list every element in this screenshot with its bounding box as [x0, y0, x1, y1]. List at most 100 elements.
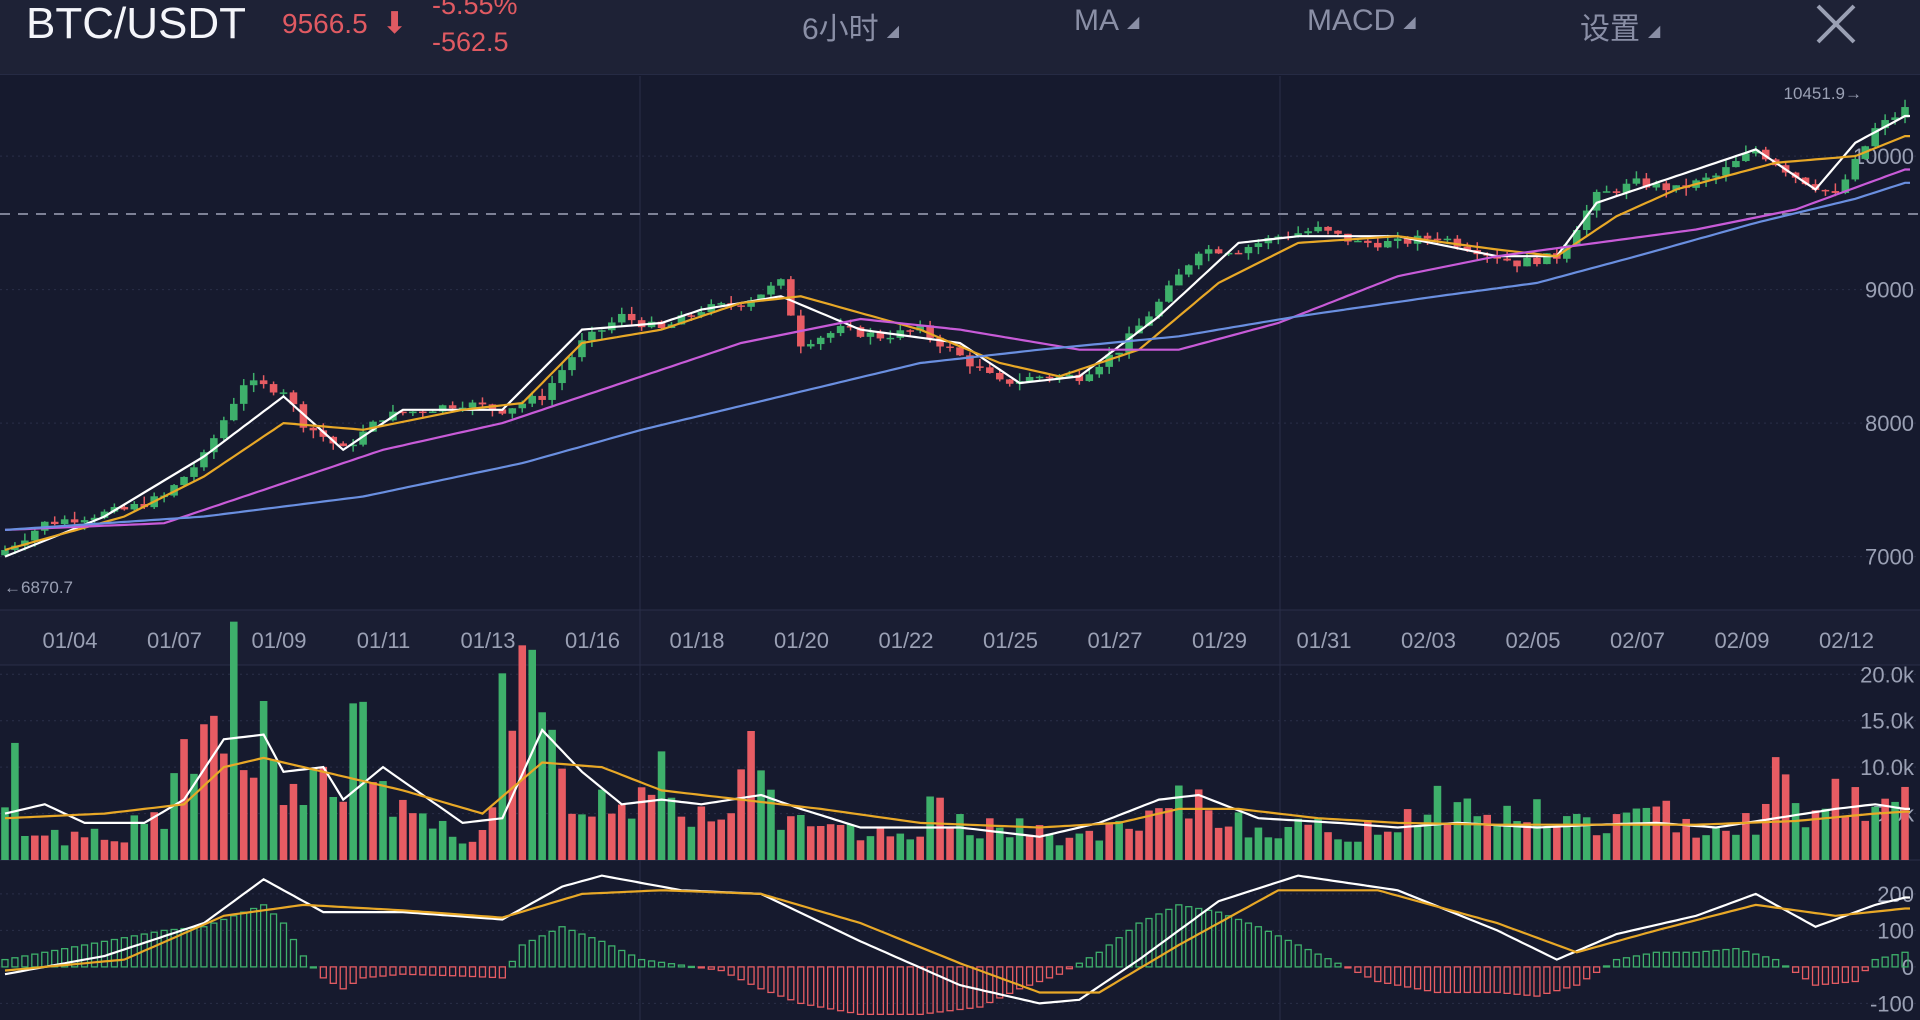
macd-dif-line	[4, 874, 1910, 1005]
macd-histogram-bar	[568, 929, 576, 968]
candle-body	[100, 511, 109, 518]
macd-histogram-bar	[1175, 904, 1183, 968]
candle-body	[1523, 257, 1531, 267]
volume-bar	[986, 818, 994, 860]
macd-histogram-bar	[1384, 966, 1392, 984]
macd-histogram-bar	[1752, 953, 1760, 968]
volume-bar	[1761, 803, 1770, 860]
low-price-marker: ←6870.7	[4, 578, 73, 597]
macd-histogram-bar	[41, 951, 49, 968]
interval-dropdown[interactable]: 6小时 ◢	[802, 4, 899, 48]
candle-body	[757, 294, 765, 301]
macd-histogram-bar	[1055, 966, 1064, 975]
volume-bar	[1284, 826, 1293, 860]
macd-histogram-bar	[1095, 951, 1103, 968]
volume-bar	[598, 789, 606, 860]
macd-histogram-bar	[707, 966, 715, 970]
candle-body	[239, 385, 248, 404]
macd-histogram-bar	[349, 966, 357, 984]
volume-bar	[1582, 817, 1591, 860]
macd-histogram-bar	[916, 966, 924, 1016]
candle-body	[1642, 178, 1651, 188]
volume-bar	[906, 839, 915, 860]
candle-body	[687, 315, 696, 317]
candle-body	[1831, 191, 1840, 193]
volume-bar	[1891, 801, 1899, 860]
macd-histogram-bar	[1612, 958, 1621, 968]
macd-histogram-bar	[70, 946, 79, 968]
macd-histogram-bar	[1702, 950, 1710, 968]
volume-bar	[548, 729, 556, 860]
volume-bar	[1622, 812, 1631, 860]
macd-histogram-bar	[309, 966, 317, 969]
macd-histogram-bar	[1652, 951, 1660, 968]
volume-bar	[1194, 789, 1203, 860]
volume-bar	[1702, 835, 1710, 860]
candle-body	[1194, 253, 1203, 266]
macd-histogram-bar	[1284, 939, 1292, 968]
volume-bar	[1722, 830, 1730, 860]
candle-body	[130, 503, 139, 510]
macd-histogram-bar	[1105, 944, 1113, 968]
candle-body	[528, 395, 536, 404]
candle-body	[1423, 235, 1432, 239]
ma-line-1	[4, 114, 1910, 558]
candle-body	[826, 333, 835, 338]
volume-bar	[1523, 822, 1531, 860]
volume-bar	[856, 840, 865, 860]
ma-dropdown[interactable]: MA ◢	[1074, 4, 1139, 38]
close-icon[interactable]	[1812, 0, 1860, 48]
macd-histogram-bar	[130, 935, 138, 968]
volume-bar	[110, 841, 119, 860]
candle-body	[1672, 185, 1681, 191]
volume-bar	[259, 700, 268, 860]
candle-body	[866, 332, 875, 337]
volume-bar	[1304, 824, 1312, 860]
volume-bar	[1354, 841, 1362, 860]
macd-histogram-bar	[1205, 909, 1213, 968]
trading-pair[interactable]: BTC/USDT	[26, 0, 246, 48]
settings-dropdown[interactable]: 设置 ◢	[1580, 4, 1660, 48]
x-tick-label: 01/09	[251, 628, 306, 653]
volume-bar	[1871, 806, 1879, 860]
volume-bar	[1105, 824, 1113, 860]
macd-histogram-bar	[299, 955, 308, 968]
candle-body	[508, 408, 517, 414]
macd-histogram-bar	[100, 940, 109, 968]
candle-body	[1334, 230, 1342, 234]
volume-bar	[1344, 841, 1352, 860]
candle-body	[220, 420, 228, 439]
macd-histogram-bar	[926, 966, 934, 1014]
volume-bar	[229, 621, 238, 860]
volume-bar	[200, 724, 208, 860]
volume-bar	[299, 805, 308, 860]
dropdown-triangle-icon: ◢	[886, 23, 899, 41]
macd-histogram-bar	[628, 954, 636, 968]
macd-histogram-bar	[488, 966, 497, 979]
candle-body	[458, 407, 467, 410]
candle-body	[1165, 285, 1173, 302]
interval-label: 6小时	[802, 13, 879, 46]
volume-bar	[677, 816, 686, 860]
macd-dropdown[interactable]: MACD ◢	[1307, 4, 1416, 38]
candle-body	[120, 507, 129, 510]
volume-bar	[1851, 787, 1860, 860]
candle-body	[1214, 249, 1223, 254]
volume-bar	[956, 814, 964, 860]
macd-histogram-bar	[1264, 930, 1272, 968]
macd-histogram-bar	[1791, 966, 1800, 974]
macd-histogram-bar	[120, 937, 128, 968]
macd-histogram-bar	[1602, 965, 1611, 968]
volume-bar	[1752, 834, 1760, 860]
macd-histogram-bar	[1045, 966, 1054, 979]
volume-bar	[846, 824, 855, 860]
volume-bar	[21, 835, 29, 860]
ma-line-4	[4, 181, 1910, 531]
macd-histogram-bar	[618, 949, 626, 968]
candle-body	[1881, 120, 1889, 129]
macd-histogram-bar	[429, 966, 437, 976]
volume-bar	[1, 807, 9, 860]
volume-bar	[627, 818, 636, 860]
volume-bar	[1483, 814, 1491, 860]
